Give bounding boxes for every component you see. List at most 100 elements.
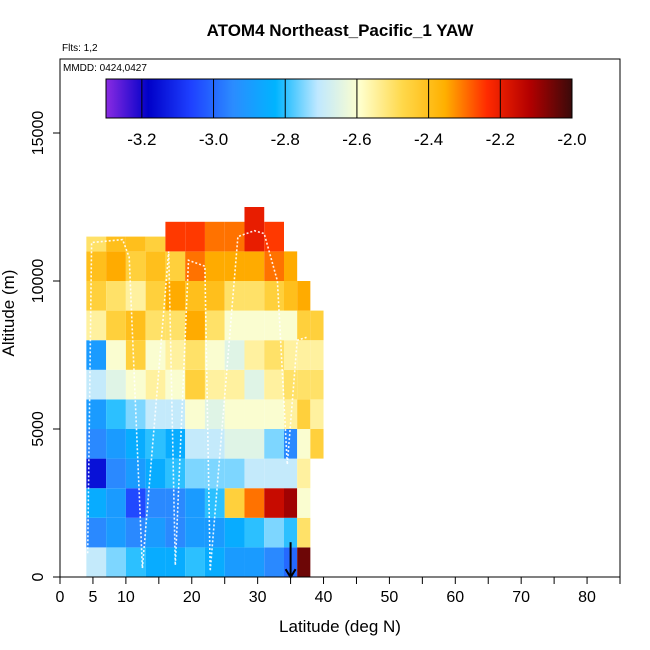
heatmap-cell (224, 340, 245, 370)
heatmap-cell (125, 251, 146, 281)
heatmap-cell (106, 547, 126, 577)
heatmap-cell (224, 488, 245, 518)
heatmap-cell (145, 488, 166, 518)
heatmap-cell (185, 369, 205, 400)
y-axis: 0 5000 10000 15000 (30, 111, 60, 581)
heatmap-cell (264, 517, 284, 548)
date-note: MMDD: 0424,0427 (63, 63, 147, 74)
heatmap-cell (106, 488, 126, 518)
heatmap-cell (284, 488, 298, 518)
y-tick-label: 5000 (30, 411, 47, 447)
heatmap-cell (185, 251, 205, 281)
x-tick-label: 50 (381, 589, 399, 606)
heatmap-cell (86, 310, 107, 341)
heatmap-cell (224, 251, 245, 281)
heatmap-cell (145, 281, 166, 311)
heatmap-cell (86, 547, 107, 577)
heatmap-cell (224, 310, 245, 341)
heatmap-cell (264, 399, 284, 429)
heatmap-cell (224, 429, 245, 459)
heatmap-cell (264, 488, 284, 518)
flight-track (86, 229, 308, 572)
heatmap-cell (310, 340, 324, 370)
heatmap-cell (224, 281, 245, 311)
heatmap-cell (204, 429, 225, 459)
heatmap-cell (185, 429, 205, 459)
heatmap-cell (86, 340, 107, 370)
colorbar-tick-label: -2.2 (486, 130, 515, 149)
heatmap-cell (224, 221, 245, 252)
x-axis: 0 5 10 20 30 40 50 60 70 80 (56, 577, 621, 606)
heatmap-cell (125, 517, 146, 548)
heatmap-cell (244, 399, 265, 429)
heatmap-cell (165, 488, 186, 518)
heatmap-cell (125, 281, 146, 311)
heatmap-cell (165, 517, 186, 548)
heatmap-cell (145, 251, 166, 281)
heatmap-cell (165, 369, 186, 400)
heatmap-cell (145, 310, 166, 341)
heatmap-cell (297, 281, 311, 311)
heatmap-cell (86, 281, 107, 311)
heatmap-cell (244, 429, 265, 459)
heatmap-cell (244, 340, 265, 370)
heatmap-cell (125, 310, 146, 341)
heatmap-cell (185, 340, 205, 370)
heatmap-cell (224, 517, 245, 548)
heatmap-cell (86, 429, 107, 459)
heatmap-cell (264, 251, 284, 281)
heatmap-cell (106, 429, 126, 459)
heatmap-cell (264, 310, 284, 341)
heatmap-cell (204, 281, 225, 311)
heatmap-cell (310, 399, 324, 429)
x-tick-label: 60 (446, 589, 464, 606)
heatmap-cell (264, 458, 284, 489)
heatmap-cell (106, 310, 126, 341)
heatmap-cell (165, 399, 186, 429)
y-tick-label: 0 (30, 572, 47, 581)
heatmap-cell (204, 488, 225, 518)
heatmap-cell (86, 488, 107, 518)
heatmap-cell (264, 340, 284, 370)
colorbar-tick-label: -2.8 (271, 130, 300, 149)
heatmap-cell (106, 399, 126, 429)
colorbar: -3.2 -3.0 -2.8 -2.6 -2.4 -2.2 -2.0 (105, 78, 587, 149)
heatmap-cell (125, 340, 146, 370)
colorbar-tick-label: -2.4 (414, 130, 443, 149)
heatmap-cell (224, 547, 245, 577)
colorbar-tick-label: -3.2 (127, 130, 156, 149)
heatmap-cell (185, 458, 205, 489)
heatmap-cell (284, 340, 298, 370)
heatmap-cell (185, 310, 205, 341)
heatmap-cell (125, 488, 146, 518)
y-tick-label: 15000 (30, 111, 47, 156)
heatmap-cell (264, 429, 284, 459)
colorbar-tick-label: -2.0 (557, 130, 586, 149)
heatmap-cell (297, 369, 311, 400)
heatmap-cell (310, 369, 324, 400)
y-axis-label: Altitude (m) (0, 270, 18, 357)
heatmap-cell (297, 310, 311, 341)
heatmap-cell (284, 281, 298, 311)
heatmap-cell (185, 221, 205, 252)
heatmap-cell (165, 340, 186, 370)
x-tick-label: 70 (512, 589, 530, 606)
heatmap-cell (145, 517, 166, 548)
colorbar-tick-label: -2.6 (342, 130, 371, 149)
colorbar-gradient (105, 78, 573, 119)
heatmap-cell (106, 517, 126, 548)
heatmap-cell (125, 429, 146, 459)
heatmap-cell (297, 429, 311, 459)
heatmap-cell (284, 251, 298, 281)
heatmap-cell (284, 429, 298, 459)
heatmap-cell (284, 310, 298, 341)
heatmap-cell (224, 369, 245, 400)
x-axis-label: Latitude (deg N) (279, 617, 401, 636)
heatmap-cell (145, 369, 166, 400)
heatmap-cell (106, 340, 126, 370)
heatmap-cell (244, 251, 265, 281)
heatmap-cell (297, 399, 311, 429)
heatmap-cell (297, 517, 311, 548)
heatmap-cell (125, 547, 146, 577)
